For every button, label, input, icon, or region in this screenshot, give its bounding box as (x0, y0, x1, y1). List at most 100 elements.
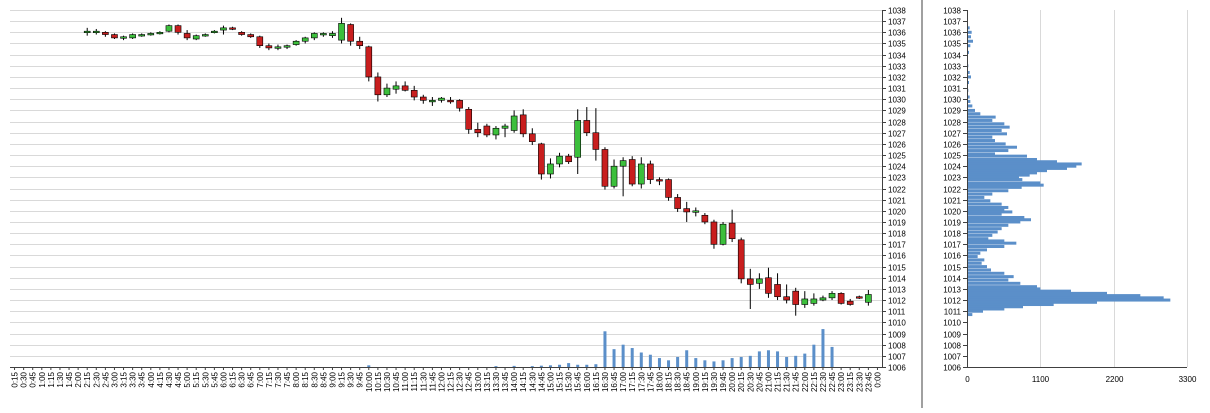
candle-body-down (248, 35, 254, 37)
candle-body-down (257, 37, 263, 46)
time-x-tick-label: 13:30 (492, 371, 501, 392)
price-y-tick-label: 1010 (888, 319, 906, 328)
candle-body-down (702, 215, 708, 222)
candle-body-down (675, 197, 681, 208)
time-x-tick-label: 3:30 (129, 371, 138, 387)
profile-bar (968, 262, 982, 265)
candle-body-up (557, 156, 563, 164)
volume-bar (812, 345, 815, 367)
candle-body-up (139, 35, 145, 37)
time-x-tick-label: 7:15 (265, 371, 274, 387)
candle (293, 40, 299, 46)
candle-body-up (493, 128, 499, 135)
candle-body-down (111, 35, 117, 38)
time-x-tick-label: 2:15 (83, 371, 92, 387)
profile-bar (968, 282, 1020, 285)
profile-bar (968, 268, 991, 271)
candle-body-down (656, 180, 662, 182)
time-x-tick-label: 2:45 (101, 371, 110, 387)
candle-body-down (629, 159, 635, 184)
profile-bar (968, 129, 1002, 132)
candle (484, 124, 490, 137)
candle-body-up (502, 126, 508, 128)
volume-bar (831, 347, 834, 367)
time-x-tick-label: 9:15 (338, 371, 347, 387)
candle (711, 220, 717, 249)
candle-body-up (93, 31, 99, 33)
profile-y-tick-label: 1013 (943, 286, 961, 295)
profile-bar (968, 245, 1004, 248)
candle-body-down (457, 100, 463, 108)
candle (602, 147, 608, 189)
time-x-tick-label: 16:00 (583, 371, 592, 392)
profile-bar (968, 193, 992, 196)
volume-bar (367, 365, 370, 367)
candle-body-down (402, 86, 408, 90)
price-y-tick-label: 1038 (888, 7, 906, 16)
candle-body-up (438, 98, 444, 100)
time-x-tick-label: 21:15 (774, 371, 783, 392)
candle-body-down (593, 133, 599, 150)
profile-y-tick-label: 1037 (943, 18, 961, 27)
time-x-tick-label: 8:15 (301, 371, 310, 387)
time-x-tick-label: 11:30 (419, 371, 428, 391)
candle-body-up (638, 164, 644, 184)
profile-bar (968, 189, 1008, 192)
time-x-tick-label: 11:15 (410, 371, 419, 391)
candle-body-up (802, 299, 808, 305)
volume-bar (803, 354, 806, 367)
volume-bar (649, 355, 652, 367)
volume-bar (758, 351, 761, 367)
time-x-tick-label: 6:15 (229, 371, 238, 387)
time-x-tick-label: 14:15 (519, 371, 528, 392)
candle-body-down (466, 109, 472, 129)
profile-bar (968, 231, 998, 234)
profile-y-tick-label: 1035 (943, 40, 961, 49)
candle (738, 238, 744, 284)
price-y-tick-label: 1011 (888, 308, 906, 317)
time-x-tick-label: 7:45 (283, 371, 292, 387)
candle-body-up (384, 88, 390, 95)
profile-bar (968, 126, 1010, 129)
profile-y-tick-label: 1022 (943, 186, 961, 195)
profile-bar (968, 122, 1004, 125)
profile-bar (968, 252, 980, 255)
candle-body-up (620, 161, 626, 167)
time-x-tick-label: 21:00 (764, 371, 773, 392)
candle-body-up (84, 31, 90, 33)
candle-body-down (184, 33, 190, 37)
profile-bar (968, 313, 972, 316)
time-x-tick-label: 12:00 (437, 371, 446, 392)
profile-bar (968, 116, 996, 119)
volume-bar (794, 356, 797, 367)
profile-bar (968, 310, 983, 313)
profile-bar (968, 265, 987, 268)
price-y-tick-label: 1007 (888, 353, 906, 362)
volume-bar (658, 358, 661, 367)
candle (130, 33, 136, 39)
volume-bar (740, 357, 743, 367)
profile-bar (968, 272, 1004, 275)
time-x-tick-label: 4:45 (174, 371, 183, 387)
candle-body-up (693, 211, 699, 213)
candle-body-down (411, 90, 417, 97)
time-x-tick-label: 6:30 (238, 371, 247, 387)
profile-y-tick-label: 1021 (943, 197, 961, 206)
candle (629, 156, 635, 186)
profile-y-tick-label: 1030 (943, 96, 961, 105)
volume-bar (594, 364, 597, 367)
candle-body-down (357, 41, 363, 45)
time-x-tick-label: 9:00 (328, 371, 337, 387)
time-x-tick-label: 16:45 (610, 371, 619, 392)
candle-body-up (311, 33, 317, 37)
time-x-tick-label: 19:45 (719, 371, 728, 392)
time-x-tick-label: 15:30 (565, 371, 574, 392)
time-x-tick-label: 0:30 (20, 371, 29, 387)
time-x-tick-label: 7:00 (256, 371, 265, 387)
price-y-tick-label: 1020 (888, 208, 906, 217)
time-x-tick-label: 8:00 (292, 371, 301, 387)
profile-y-tick-label: 1027 (943, 130, 961, 139)
time-x-tick-label: 8:30 (310, 371, 319, 387)
